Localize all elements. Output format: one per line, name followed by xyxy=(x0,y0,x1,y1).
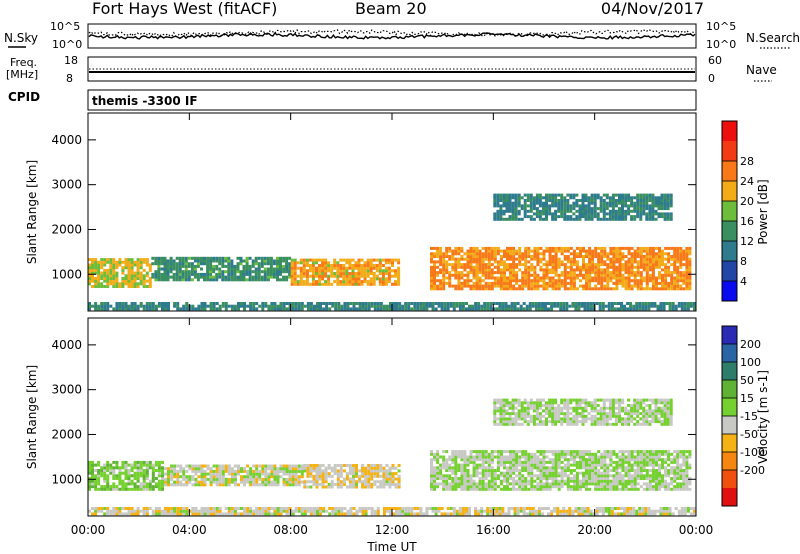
noise-tick-bottom-left: 10^0 xyxy=(52,38,82,51)
power-colorbar-swatch xyxy=(722,141,737,162)
power-colorbar-label: Power [dB] xyxy=(756,179,770,244)
x-tick-label: 00:00 xyxy=(71,523,106,537)
velocity-colorbar-tick: -15 xyxy=(740,410,758,423)
velocity-colorbar-swatch xyxy=(722,344,737,363)
frequency-panel: Freq. [MHz] 18 8 60 0 Nave xyxy=(6,54,777,85)
velocity-panel: 1000 2000 3000 4000 Slant Range [km] 200 100… xyxy=(25,317,770,517)
noise-tick-bottom-right: 10^0 xyxy=(706,38,736,51)
velocity-colorbar-tick: -50 xyxy=(740,428,758,441)
velocity-colorbar: 200 100 50 15 -15 -50 -100 -200 xyxy=(721,325,765,507)
x-tick-label: 12:00 xyxy=(375,523,410,537)
velocity-colorbar-swatch xyxy=(722,470,737,489)
freq-tick-bottom: 8 xyxy=(66,72,73,85)
velocity-colorbar-tick: 15 xyxy=(740,392,754,405)
noise-tick-top-right: 10^5 xyxy=(706,20,736,33)
power-band-5 xyxy=(88,302,696,311)
power-colorbar-tick: 20 xyxy=(740,195,754,208)
velocity-colorbar-swatch xyxy=(722,416,737,435)
power-colorbar: 4 8 12 16 20 24 28 xyxy=(721,120,754,302)
x-axis-label: Time UT xyxy=(366,540,417,554)
velocity-y-tick-label: 4000 xyxy=(51,338,82,352)
velocity-heatmap xyxy=(88,398,696,516)
power-colorbar-swatch xyxy=(722,241,737,262)
power-y-axis-label: Slant Range [km] xyxy=(25,160,39,264)
power-band-4 xyxy=(493,193,673,221)
velocity-band-3 xyxy=(430,450,692,491)
power-y-tick-label: 3000 xyxy=(51,178,82,192)
velocity-colorbar-swatch xyxy=(722,434,737,453)
power-colorbar-swatch xyxy=(722,161,737,182)
velocity-band-1 xyxy=(164,464,304,487)
cpid-panel: CPID themis -3300 IF xyxy=(8,89,697,111)
noise-panel: N.Sky 10^5 10^0 10^5 10^0 N.Search xyxy=(4,20,800,51)
power-colorbar-tick: 8 xyxy=(740,255,747,268)
power-colorbar-tick: 28 xyxy=(740,155,754,168)
power-colorbar-tick: 24 xyxy=(740,175,754,188)
x-tick-label: 00:00 xyxy=(679,523,714,537)
power-band-3 xyxy=(430,246,692,291)
nsearch-trace xyxy=(88,28,696,38)
velocity-colorbar-swatch xyxy=(722,452,737,471)
velocity-band-0 xyxy=(88,460,164,491)
nsky-trace xyxy=(88,32,696,40)
velocity-colorbar-swatch xyxy=(722,488,737,507)
velocity-y-tick-label: 2000 xyxy=(51,427,82,441)
velocity-colorbar-tick: 50 xyxy=(740,374,754,387)
x-tick-label: 16:00 xyxy=(476,523,511,537)
power-band-0 xyxy=(88,258,152,288)
velocity-y-axis: 1000 2000 3000 4000 xyxy=(51,338,696,486)
power-y-axis: 1000 2000 3000 4000 xyxy=(51,133,696,281)
velocity-y-tick-label: 3000 xyxy=(51,383,82,397)
velocity-colorbar-swatch xyxy=(722,398,737,417)
noise-tick-top-left: 10^5 xyxy=(50,20,80,33)
x-tick-label: 08:00 xyxy=(273,523,308,537)
x-tick-label: 04:00 xyxy=(172,523,207,537)
power-colorbar-tick: 16 xyxy=(740,215,754,228)
velocity-band-5 xyxy=(88,507,696,516)
velocity-colorbar-tick: -200 xyxy=(740,464,765,477)
velocity-band-2 xyxy=(303,464,401,489)
velocity-colorbar-tick: -100 xyxy=(740,446,765,459)
power-panel: 1000 2000 3000 4000 Slant Range [km] 4 8 12 16… xyxy=(25,112,770,312)
nsky-label: N.Sky xyxy=(4,31,38,45)
power-band-2 xyxy=(290,258,401,286)
power-y-tick-label: 1000 xyxy=(51,267,82,281)
power-heatmap xyxy=(88,193,696,311)
nave-tick-bottom: 0 xyxy=(708,72,715,85)
power-colorbar-swatch xyxy=(722,201,737,222)
velocity-y-tick-label: 1000 xyxy=(51,472,82,486)
power-colorbar-swatch xyxy=(722,121,737,142)
power-colorbar-swatch xyxy=(722,281,737,302)
power-band-1 xyxy=(151,256,292,282)
nsearch-label: N.Search xyxy=(746,31,800,45)
power-colorbar-tick: 12 xyxy=(740,235,754,248)
beam-label: Beam 20 xyxy=(355,0,427,18)
nave-tick-top: 60 xyxy=(708,54,722,67)
freq-tick-top: 18 xyxy=(64,54,78,67)
freq-unit-label: [MHz] xyxy=(6,68,38,81)
velocity-band-4 xyxy=(493,398,673,426)
cpid-label: CPID xyxy=(8,90,40,104)
freq-label: Freq. xyxy=(10,56,37,69)
power-y-tick-label: 4000 xyxy=(51,133,82,147)
time-x-axis: 00:00 04:00 08:00 12:00 16:00 20:00 00:00 xyxy=(71,113,714,537)
velocity-colorbar-tick: 200 xyxy=(740,338,761,351)
power-colorbar-swatch xyxy=(722,221,737,242)
figure-title: Fort Hays West (fitACF) xyxy=(92,0,277,18)
x-tick-label: 20:00 xyxy=(577,523,612,537)
velocity-colorbar-label: Velocity [m s-1] xyxy=(756,370,770,464)
power-colorbar-swatch xyxy=(722,261,737,282)
velocity-colorbar-tick: 100 xyxy=(740,356,761,369)
date-label: 04/Nov/2017 xyxy=(601,0,704,18)
velocity-colorbar-swatch xyxy=(722,380,737,399)
power-y-tick-label: 2000 xyxy=(51,222,82,236)
velocity-y-axis-label: Slant Range [km] xyxy=(25,365,39,469)
cpid-value: themis -3300 IF xyxy=(92,94,198,108)
velocity-colorbar-swatch xyxy=(722,362,737,381)
velocity-colorbar-swatch xyxy=(722,326,737,345)
nave-label: Nave xyxy=(746,63,777,77)
power-colorbar-tick: 4 xyxy=(740,275,747,288)
power-colorbar-swatch xyxy=(722,181,737,202)
